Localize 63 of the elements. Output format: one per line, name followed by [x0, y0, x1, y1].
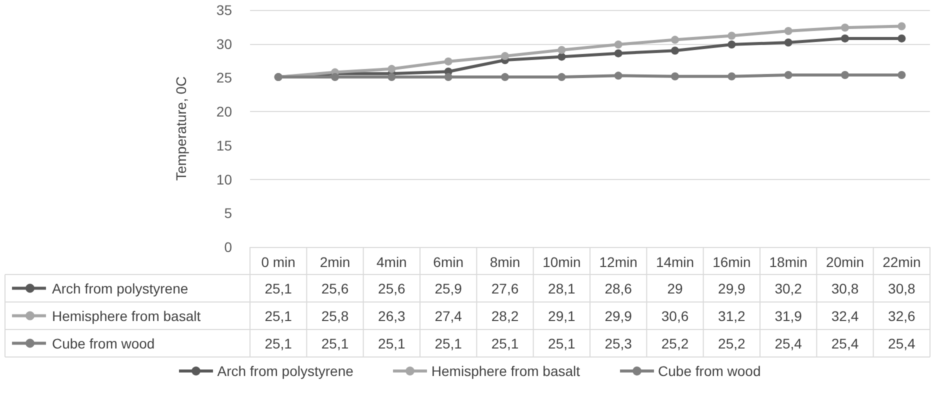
y-tick-label: 0: [224, 239, 232, 255]
data-label: 29,9: [604, 308, 632, 324]
data-label: 25,4: [831, 335, 859, 352]
y-tick-label: 15: [216, 137, 232, 154]
data-label: 25,1: [378, 335, 406, 352]
data-label: 26,3: [378, 308, 406, 324]
x-tick-label: 4min: [376, 254, 407, 270]
data-label: 28,2: [491, 308, 519, 324]
data-label: 25,2: [661, 335, 689, 352]
y-tick-label: 25: [216, 70, 232, 86]
data-label: 25,1: [321, 335, 349, 352]
data-label: 31,2: [718, 308, 746, 324]
data-label: 25,1: [548, 335, 576, 352]
data-label: 29,1: [548, 308, 576, 324]
text: Arch from polystyrene: [217, 363, 354, 379]
y-tick-label: 30: [216, 36, 232, 52]
x-tick-label: 0 min: [261, 254, 296, 270]
x-tick-label: 20min: [826, 254, 864, 270]
data-label: 25,1: [264, 308, 292, 324]
data-label: 28,6: [604, 280, 632, 296]
data-label: 25,1: [264, 335, 292, 352]
x-tick-label: 22min: [882, 254, 921, 270]
data-label: 25,6: [321, 280, 349, 296]
data-label: 30,2: [774, 280, 802, 296]
data-label: 25,1: [491, 335, 519, 352]
legend-label: Arch from polystyrene: [52, 280, 188, 296]
data-label: 32,6: [888, 308, 916, 324]
data-label: 25,1: [264, 280, 292, 296]
data-label: 27,4: [434, 308, 462, 324]
data-label: 25,4: [774, 335, 802, 352]
x-tick-label: 16min: [712, 254, 751, 270]
y-tick-label: 10: [216, 171, 232, 188]
data-label: 30,6: [661, 308, 689, 324]
x-tick-label: 2min: [320, 254, 350, 270]
data-label: 25,1: [434, 335, 462, 352]
data-label: 30,8: [831, 280, 859, 296]
y-tick-label: 5: [224, 205, 232, 222]
x-tick-label: 6min: [433, 254, 464, 270]
y-axis-title: Temperature, 0C: [173, 76, 189, 181]
data-label: 30,8: [888, 280, 916, 296]
x-tick-label: 12min: [599, 254, 638, 270]
data-label: 25,3: [604, 335, 632, 352]
data-label: 25,9: [434, 280, 462, 296]
x-tick-label: 14min: [656, 254, 694, 270]
text: Hemisphere from basalt: [431, 363, 580, 379]
legend-label: Cube from wood: [52, 335, 155, 352]
y-tick-label: 20: [216, 104, 232, 120]
data-label: 25,8: [321, 308, 349, 324]
data-label: 27,6: [491, 280, 519, 296]
data-label: 31,9: [774, 308, 802, 324]
data-label: 29: [667, 280, 683, 296]
x-tick-label: 8min: [490, 254, 520, 270]
data-label: 29,9: [718, 280, 746, 296]
x-tick-label: 18min: [769, 254, 808, 270]
data-label: 25,4: [888, 335, 916, 352]
data-label: 28,1: [548, 280, 576, 296]
data-label: 25,6: [378, 280, 406, 296]
y-tick-label: 35: [216, 2, 232, 18]
data-label: 25,2: [718, 335, 746, 352]
text: Cube from wood: [658, 363, 761, 379]
x-tick-label: 10min: [542, 254, 581, 270]
data-label: 32,4: [831, 308, 859, 324]
legend-label: Hemisphere from basalt: [52, 308, 201, 324]
